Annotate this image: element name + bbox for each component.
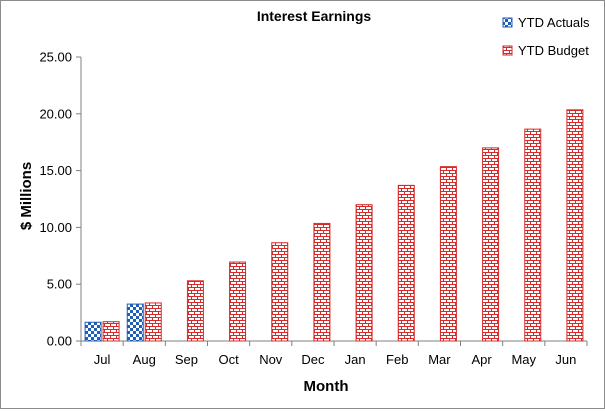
ytd-actuals-bar-jul [84,321,102,342]
x-tick-label: Jul [94,352,111,367]
x-tick-label: Nov [259,352,283,367]
x-tick-label: Sep [175,352,198,367]
y-tick-label: 0.00 [47,334,72,349]
ytd-budget-bar-jan [355,204,373,342]
ytd-budget-bar-feb [397,184,415,342]
ytd-budget-bar-jun [566,109,584,342]
legend-label-ytd-actuals: YTD Actuals [518,15,590,30]
ytd-budget-bar-apr [482,147,500,342]
legend-swatch-ytd-actuals [502,17,513,28]
y-tick-label: 25.00 [39,50,72,65]
chart-title: Interest Earnings [257,8,372,24]
ytd-budget-bar-aug [144,302,162,342]
x-tick-label: Oct [218,352,239,367]
legend-swatch-ytd-budget [502,45,513,56]
x-tick-label: Jun [555,352,576,367]
ytd-budget-bar-oct [229,261,247,342]
x-tick-label: May [511,352,536,367]
y-tick-label: 15.00 [39,163,72,178]
x-tick-label: Feb [386,352,408,367]
legend-label-ytd-budget: YTD Budget [518,43,589,58]
x-axis-label: Month [304,378,349,395]
x-tick-label: Jan [345,352,366,367]
y-axis-label: $ Millions [18,162,35,230]
x-tick-label: Apr [471,352,492,367]
ytd-budget-bar-sep [186,280,204,342]
ytd-actuals-bar-aug [126,303,144,342]
plot-area: 0.00 5.00 10.00 15.00 20.00 25.00 Jul Aug Sep Oct… [39,50,588,367]
legend: YTD Actuals YTD Budget [502,15,590,58]
ytd-budget-bar-dec [313,222,331,342]
y-tick-label: 10.00 [39,220,72,235]
x-tick-label: Mar [428,352,451,367]
ytd-budget-bar-may [524,128,542,342]
ytd-budget-bar-nov [271,242,289,342]
x-tick-label: Dec [301,352,325,367]
ytd-budget-bar-jul [102,321,120,342]
y-tick-label: 20.00 [39,106,72,121]
y-tick-label: 5.00 [47,277,72,292]
x-tick-label: Aug [133,352,156,367]
ytd-budget-bar-mar [439,166,457,342]
